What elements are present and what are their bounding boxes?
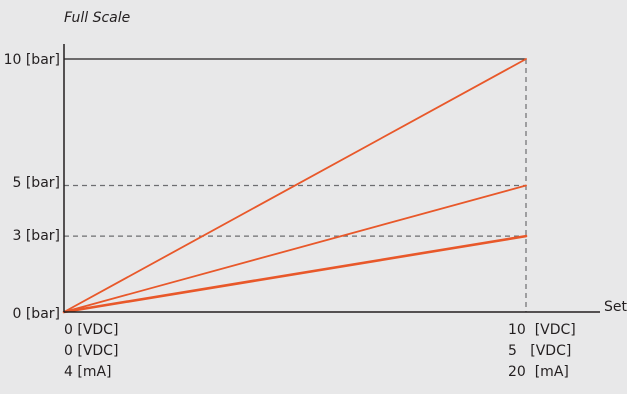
y-tick-label: 0 [bar]: [12, 306, 60, 322]
chart-title: Full Scale: [64, 10, 130, 26]
series-line: [62, 234, 528, 314]
series-line: [63, 184, 527, 313]
x-end-label: 5 [VDC]: [508, 343, 571, 359]
x-end-label: 20 [mA]: [508, 364, 569, 380]
axes: [63, 44, 600, 313]
y-tick-label: 10 [bar]: [4, 52, 60, 68]
x-end-label: 10 [VDC]: [508, 322, 576, 338]
y-tick-label: 5 [bar]: [12, 175, 60, 191]
series-layer: [62, 58, 528, 314]
x-start-label: 0 [VDC]: [64, 322, 118, 338]
series-line: [63, 58, 527, 313]
x-start-label: 4 [mA]: [64, 364, 112, 380]
x-start-label: 0 [VDC]: [64, 343, 118, 359]
x-axis-title: Set: [604, 299, 627, 315]
y-tick-label: 3 [bar]: [12, 228, 60, 244]
